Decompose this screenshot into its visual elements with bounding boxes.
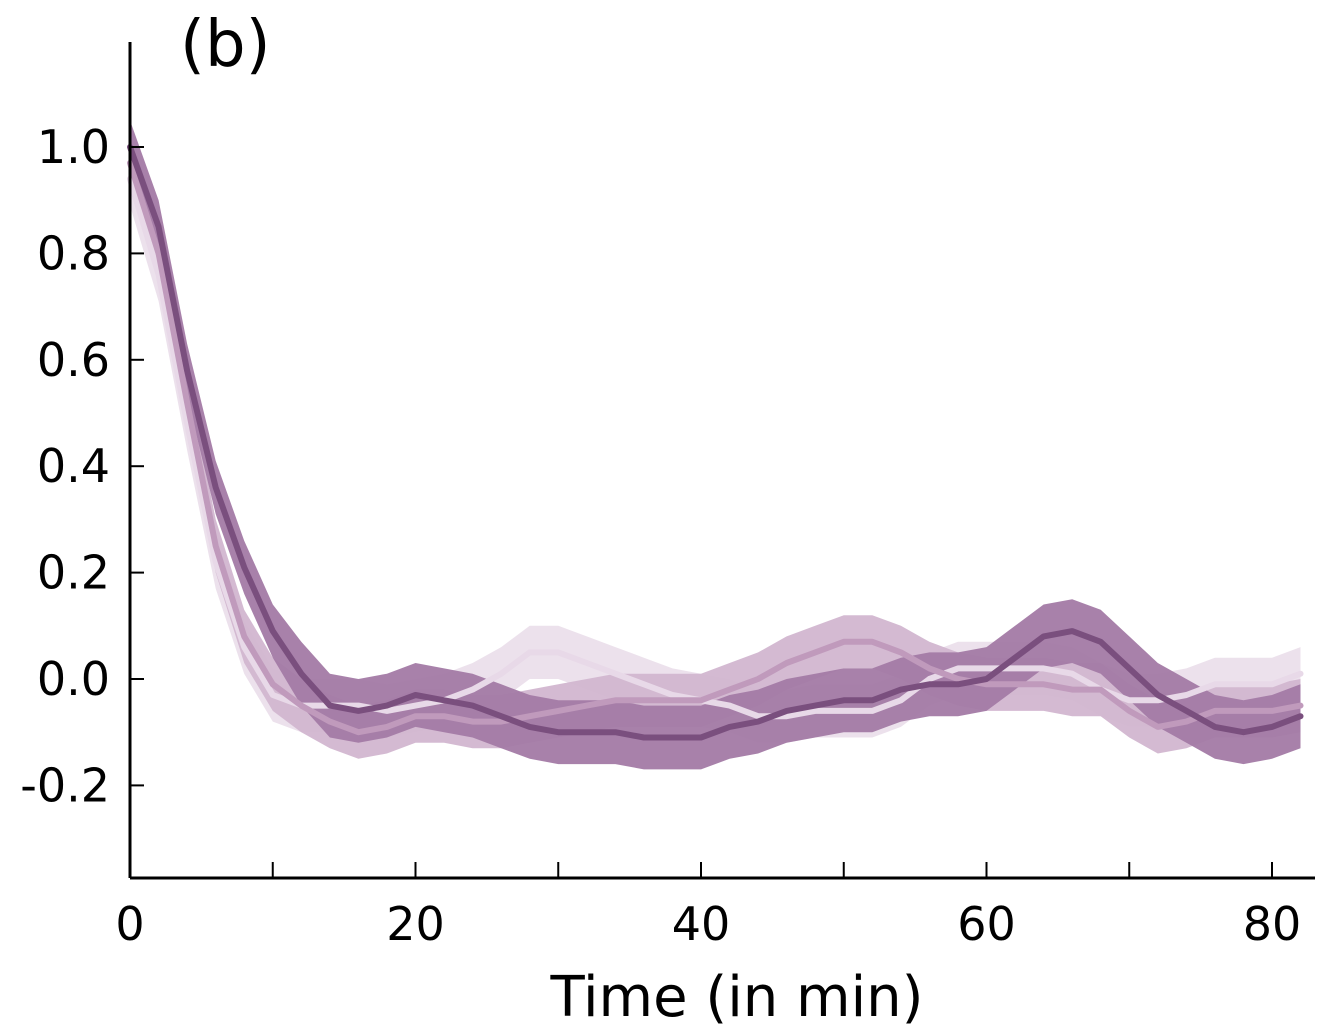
series-lines [127, 144, 1304, 741]
y-tick-label: 0.4 [37, 439, 110, 493]
panel-label: (b) [180, 8, 271, 82]
y-tick-label: 0.6 [37, 333, 110, 387]
y-tick-label: 1.0 [37, 120, 110, 174]
x-tick-label: 60 [957, 897, 1016, 951]
x-tick-label: 80 [1243, 897, 1302, 951]
y-tick-label: -0.2 [20, 758, 110, 812]
x-tick-label: 40 [672, 897, 731, 951]
y-tick-label: 0.0 [37, 652, 110, 706]
series-line-2 [127, 160, 1304, 736]
axis-ticks: 1.0 0.8 0.6 0.4 0.2 0.0 -0.2 0 20 40 60 80 [20, 120, 1301, 951]
y-tick-label: 0.8 [37, 226, 110, 280]
y-tick-label: 0.2 [37, 546, 110, 600]
confidence-band-3 [130, 120, 1301, 770]
axes [128, 42, 1315, 880]
confidence-bands [130, 120, 1301, 770]
x-tick-label: 0 [115, 897, 144, 951]
series-line-3 [127, 144, 1304, 741]
x-axis-label: Time (in min) [550, 965, 924, 1026]
x-tick-label: 20 [386, 897, 445, 951]
